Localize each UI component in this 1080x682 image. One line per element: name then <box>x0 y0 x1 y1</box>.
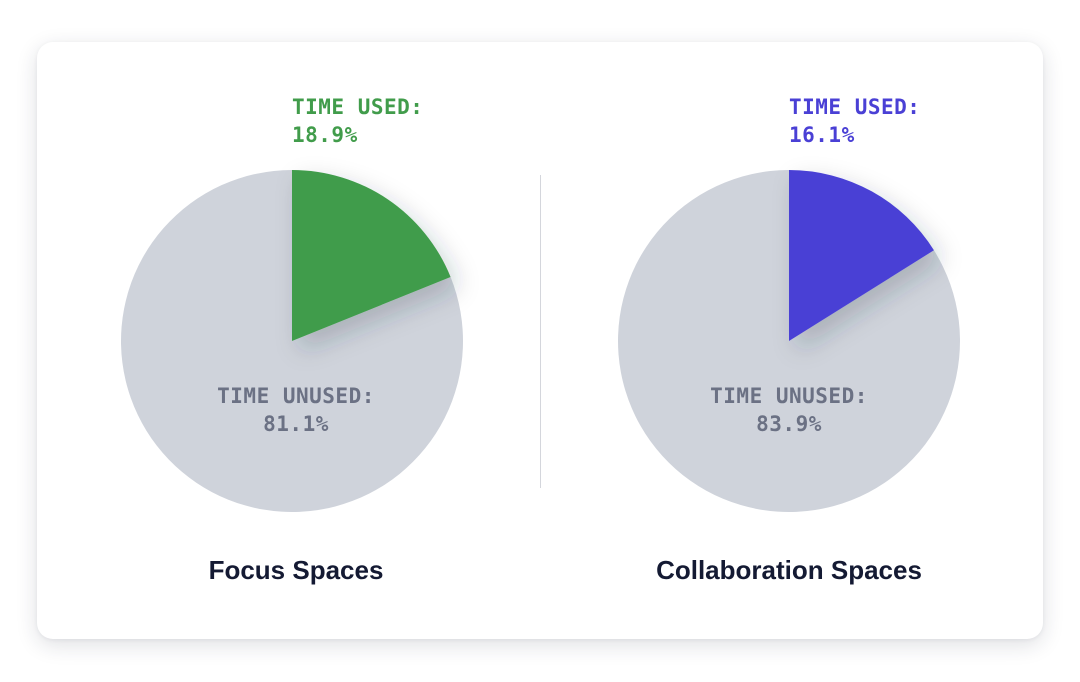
used-label: TIME USED: 18.9% <box>292 93 423 149</box>
unused-label: TIME UNUSED: 83.9% <box>639 382 939 438</box>
pie-slice-unused <box>120 170 463 513</box>
used-label-title: TIME USED: <box>292 95 424 119</box>
pie-chart <box>618 170 960 513</box>
unused-label-title: TIME UNUSED: <box>710 384 868 408</box>
pie-slice-used <box>292 170 451 341</box>
pie-slice-used <box>789 170 934 341</box>
used-label-value: 18.9% <box>292 123 358 147</box>
used-label-value: 16.1% <box>789 123 855 147</box>
pie-chart <box>120 170 463 513</box>
used-label-title: TIME USED: <box>789 95 921 119</box>
pie-slice-unused <box>618 170 960 513</box>
used-label: TIME USED: 16.1% <box>789 93 920 149</box>
unused-label-value: 81.1% <box>263 412 329 436</box>
unused-label-value: 83.9% <box>756 412 822 436</box>
chart-title: Collaboration Spaces <box>656 555 922 585</box>
focus-spaces-chart: TIME USED: 18.9% TIME UNUSED: 81.1% Focu… <box>120 93 463 585</box>
unused-label: TIME UNUSED: 81.1% <box>146 382 446 438</box>
chart-divider <box>540 175 541 488</box>
collaboration-spaces-chart: TIME USED: 16.1% TIME UNUSED: 83.9% Coll… <box>540 0 1080 682</box>
chart-title: Focus Spaces <box>208 555 384 585</box>
unused-label-title: TIME UNUSED: <box>217 384 375 408</box>
